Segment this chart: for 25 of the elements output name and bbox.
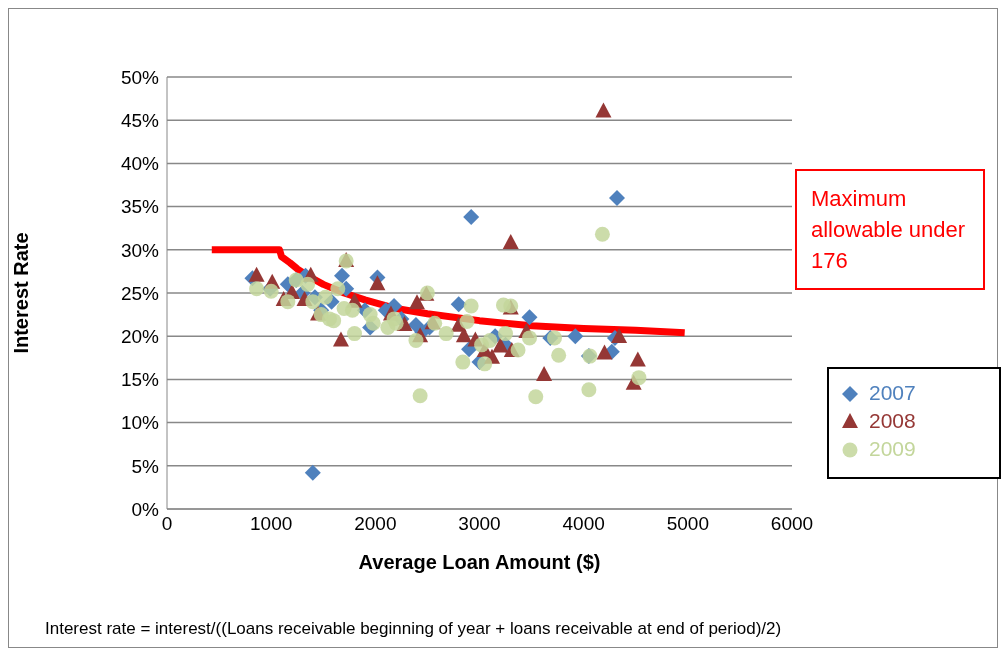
text: Interest rate = interest/((Loans receivable beginning of year + loans receivable at end of period)/2) bbox=[45, 619, 782, 639]
text: Maximum allowable under 176 bbox=[795, 169, 985, 290]
y-tick-label: 15% bbox=[120, 369, 160, 391]
y-tick-label: 40% bbox=[120, 153, 160, 175]
y-axis-title: Interest Rate bbox=[10, 232, 33, 354]
y-tick-label: 50% bbox=[120, 66, 160, 88]
x-tick-label: 3000 bbox=[458, 513, 501, 535]
legend-label: 2009 bbox=[869, 437, 916, 461]
x-tick-label: 4000 bbox=[562, 513, 605, 535]
y-tick-label: 0% bbox=[131, 498, 160, 520]
x-tick-label: 2000 bbox=[354, 513, 397, 535]
y-tick-label: 25% bbox=[120, 282, 160, 304]
legend-label: 2008 bbox=[869, 409, 916, 433]
x-tick-label: 0 bbox=[161, 513, 173, 535]
x-tick-label: 6000 bbox=[770, 513, 814, 535]
x-axis-title: Average Loan Amount ($) bbox=[358, 551, 601, 573]
y-tick-label: 20% bbox=[120, 325, 160, 347]
y-tick-label: 35% bbox=[120, 196, 160, 218]
y-tick-label: 30% bbox=[120, 239, 160, 261]
y-tick-label: 45% bbox=[120, 109, 160, 131]
x-tick-label: 5000 bbox=[666, 513, 709, 535]
y-tick-label: 10% bbox=[120, 412, 160, 434]
y-tick-label: 5% bbox=[131, 455, 160, 477]
x-tick-label: 1000 bbox=[250, 513, 293, 535]
legend-label: 2007 bbox=[869, 381, 916, 405]
